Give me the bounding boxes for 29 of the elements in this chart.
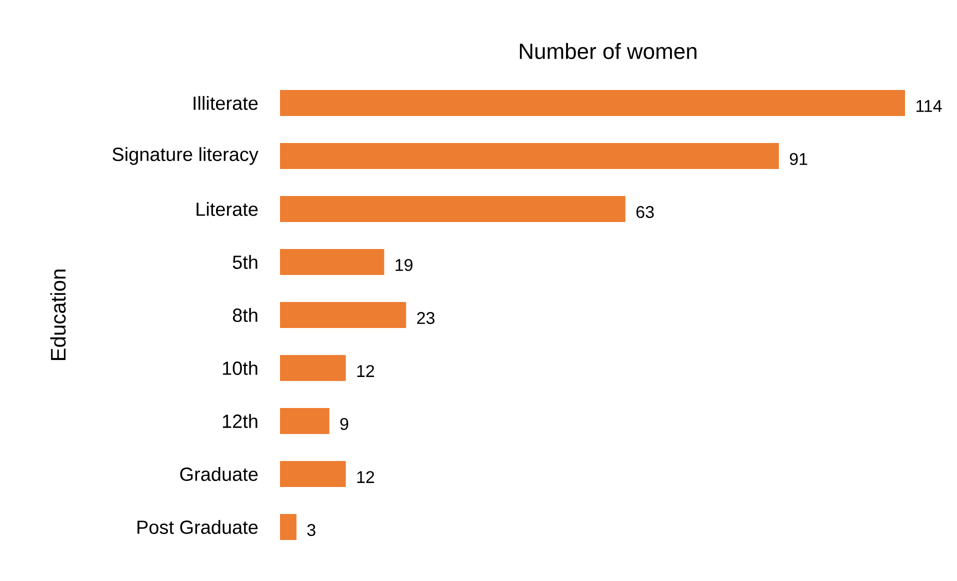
- data-label: 9: [340, 418, 348, 430]
- y-tick-label: Literate: [196, 202, 258, 216]
- y-tick-label: 5th: [232, 255, 258, 269]
- bar: [280, 461, 346, 488]
- data-label: 23: [417, 312, 434, 324]
- data-label: 12: [357, 471, 374, 483]
- bar: [280, 355, 346, 382]
- data-label: 19: [396, 258, 412, 272]
- data-label: 3: [307, 524, 316, 536]
- y-tick-label: 8th: [232, 308, 258, 322]
- y-tick-label: 10th: [222, 361, 258, 375]
- y-tick-label: Post Graduate: [138, 520, 258, 534]
- bar: [280, 302, 406, 328]
- data-label: 114: [916, 100, 942, 112]
- data-label: 63: [636, 206, 654, 218]
- bar: [280, 249, 384, 276]
- data-label: 91: [790, 152, 808, 166]
- y-tick-label: Signature literacy: [112, 147, 258, 165]
- y-tick-label: Graduate: [180, 467, 258, 481]
- y-tick-label: Illiterate: [194, 96, 258, 110]
- y-tick-label: 12th: [222, 414, 258, 428]
- chart-title: Number of women: [520, 42, 696, 60]
- y-axis-title: Education: [50, 270, 66, 360]
- bar: [280, 408, 330, 434]
- data-label: 12: [357, 365, 374, 377]
- bar: [280, 90, 906, 116]
- bar: [280, 143, 779, 170]
- bar: [280, 514, 296, 540]
- bar: [280, 196, 626, 222]
